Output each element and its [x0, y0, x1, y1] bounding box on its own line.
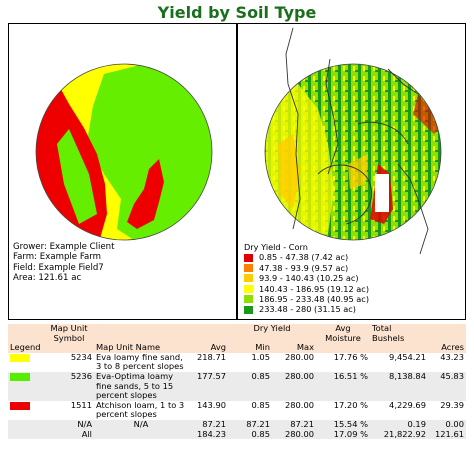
cell-max: 280.00: [272, 371, 316, 401]
cell-max: 280.00: [272, 429, 316, 440]
cell-symbol: 5236: [44, 371, 94, 401]
field-text: Field: Example Field7: [13, 262, 104, 273]
cell-bushels: 4,229.69: [370, 400, 428, 420]
cell-acres: 43.23: [428, 352, 466, 372]
soil-zone-5236: [87, 64, 212, 240]
soil-zone-1511-east: [127, 159, 164, 229]
legend-item: 186.95 - 233.48 (40.95 ac): [244, 294, 369, 304]
yield-map: [264, 27, 442, 255]
soil-map: [35, 63, 213, 241]
yield-map-panel: Dry Yield - Corn 0.85 - 47.38 (7.42 ac) …: [237, 23, 466, 320]
cell-max: 87.21: [272, 419, 316, 430]
cell-acres: 29.39: [428, 400, 466, 420]
legend-swatch: [244, 274, 253, 283]
header-dry-yield: Dry Yield: [228, 323, 316, 344]
soil-map-panel: Grower: Example Client Farm: Example Far…: [8, 23, 237, 320]
grower-text: Grower: Example Client: [13, 242, 115, 252]
cell-avg: 143.90: [188, 400, 228, 420]
header-avg: Avg: [188, 343, 228, 353]
cell-symbol: All: [44, 429, 94, 440]
cell-max: 280.00: [272, 400, 316, 420]
legend-label: 0.85 - 47.38 (7.42 ac): [259, 252, 349, 263]
soil-zone-5236-inclusion: [57, 129, 97, 224]
cell-bushels: 8,138.84: [370, 371, 428, 401]
soil-boundary-lines: [285, 27, 429, 255]
cell-name: [94, 429, 188, 440]
legend-item: 140.43 - 186.95 (19.12 ac): [244, 284, 369, 294]
legend-item: 233.48 - 280 (31.15 ac): [244, 304, 369, 314]
legend-title: Dry Yield - Corn: [244, 242, 308, 252]
soil-color-swatch: [10, 401, 30, 410]
table-row: 5236 Eva-Optima loamy fine sands, 5 to 1…: [8, 371, 466, 401]
legend-swatch: [244, 305, 253, 314]
cell-symbol: 5234: [44, 352, 94, 372]
cell-moisture: 15.54 %: [316, 419, 370, 430]
legend-label: 233.48 - 280 (31.15 ac): [259, 304, 356, 315]
soil-color-swatch: [10, 353, 30, 362]
field-boundary: [264, 63, 442, 241]
legend-item: 47.38 - 93.9 (9.57 ac): [244, 263, 369, 273]
cell-min: 0.85: [228, 400, 272, 420]
no-data-area: [375, 174, 389, 212]
cell-bushels: 21,822.92: [370, 429, 428, 440]
header-legend: Legend: [8, 343, 44, 353]
yield-legend: Dry Yield - Corn 0.85 - 47.38 (7.42 ac) …: [244, 242, 369, 315]
cell-min: 1.05: [228, 352, 272, 372]
cell-moisture: 17.09 %: [316, 429, 370, 440]
area-text: Area: 121.61 ac: [13, 273, 82, 284]
legend-swatch: [244, 295, 253, 304]
cell-avg: 87.21: [188, 419, 228, 430]
cell-bushels: 9,454.21: [370, 352, 428, 372]
cell-min: 87.21: [228, 419, 272, 430]
header-max: Max: [272, 343, 316, 353]
cell-name: Eva-Optima loamy fine sands, 5 to 15 per…: [94, 371, 188, 401]
cell-max: 280.00: [272, 352, 316, 372]
cell-avg: 184.23: [188, 429, 228, 440]
field-boundary: [35, 63, 213, 241]
header-acres: Acres: [428, 343, 466, 353]
cell-bushels: 0.19: [370, 419, 428, 430]
soil-color-swatch: [10, 372, 30, 381]
table-row: 1511 Atchison loam, 1 to 3 percent slope…: [8, 400, 466, 420]
header-avg-moisture: Avg Moisture: [316, 323, 370, 344]
yield-by-soil-table: Map Unit Symbol Dry Yield Avg Moisture T…: [8, 323, 466, 440]
cell-symbol: N/A: [44, 419, 94, 430]
legend-label: 47.38 - 93.9 (9.57 ac): [259, 262, 349, 273]
legend-label: 93.9 - 140.43 (10.25 ac): [259, 273, 359, 284]
cell-min: 0.85: [228, 429, 272, 440]
legend-swatch: [244, 284, 253, 293]
cell-acres: 121.61: [428, 429, 466, 440]
header-name: Map Unit Name: [94, 343, 188, 353]
legend-label: 186.95 - 233.48 (40.95 ac): [259, 293, 370, 304]
farm-text: Farm: Example Farm: [13, 252, 101, 263]
cell-symbol: 1511: [44, 400, 94, 420]
legend-swatch: [244, 263, 253, 272]
field-info: Grower: Example Client Farm: Example Far…: [13, 242, 114, 284]
legend-item: 93.9 - 140.43 (10.25 ac): [244, 273, 369, 283]
cell-avg: 177.57: [188, 371, 228, 401]
legend-swatch: [244, 253, 253, 262]
cell-acres: 0.00: [428, 419, 466, 430]
page-title: Yield by Soil Type: [157, 3, 317, 22]
yield-raster: [265, 64, 441, 240]
header-symbol: Map Unit Symbol: [44, 323, 94, 344]
table-row: 5234 Eva loamy fine sand, 3 to 8 percent…: [8, 352, 466, 372]
cell-name: Eva loamy fine sand, 3 to 8 percent slop…: [94, 352, 188, 372]
cell-moisture: 17.76 %: [316, 352, 370, 372]
table-row-all: All 184.23 0.85 280.00 17.09 % 21,822.92…: [8, 429, 466, 440]
header-total-bushels: Total Bushels: [370, 323, 428, 344]
legend-label: 140.43 - 186.95 (19.12 ac): [259, 283, 370, 294]
cell-avg: 218.71: [188, 352, 228, 372]
cell-moisture: 16.51 %: [316, 371, 370, 401]
table-header-row-2: Legend Map Unit Name Avg Min Max Acres: [8, 343, 466, 353]
table-header-row: Map Unit Symbol Dry Yield Avg Moisture T…: [8, 323, 466, 344]
cell-name: N/A: [94, 419, 188, 430]
cell-min: 0.85: [228, 371, 272, 401]
legend-item: 0.85 - 47.38 (7.42 ac): [244, 252, 369, 262]
cell-moisture: 17.20 %: [316, 400, 370, 420]
cell-name: Atchison loam, 1 to 3 percent slopes: [94, 400, 188, 420]
table-row-na: N/A N/A 87.21 87.21 87.21 15.54 % 0.19 0…: [8, 419, 466, 430]
header-min: Min: [228, 343, 272, 353]
cell-acres: 45.83: [428, 371, 466, 401]
